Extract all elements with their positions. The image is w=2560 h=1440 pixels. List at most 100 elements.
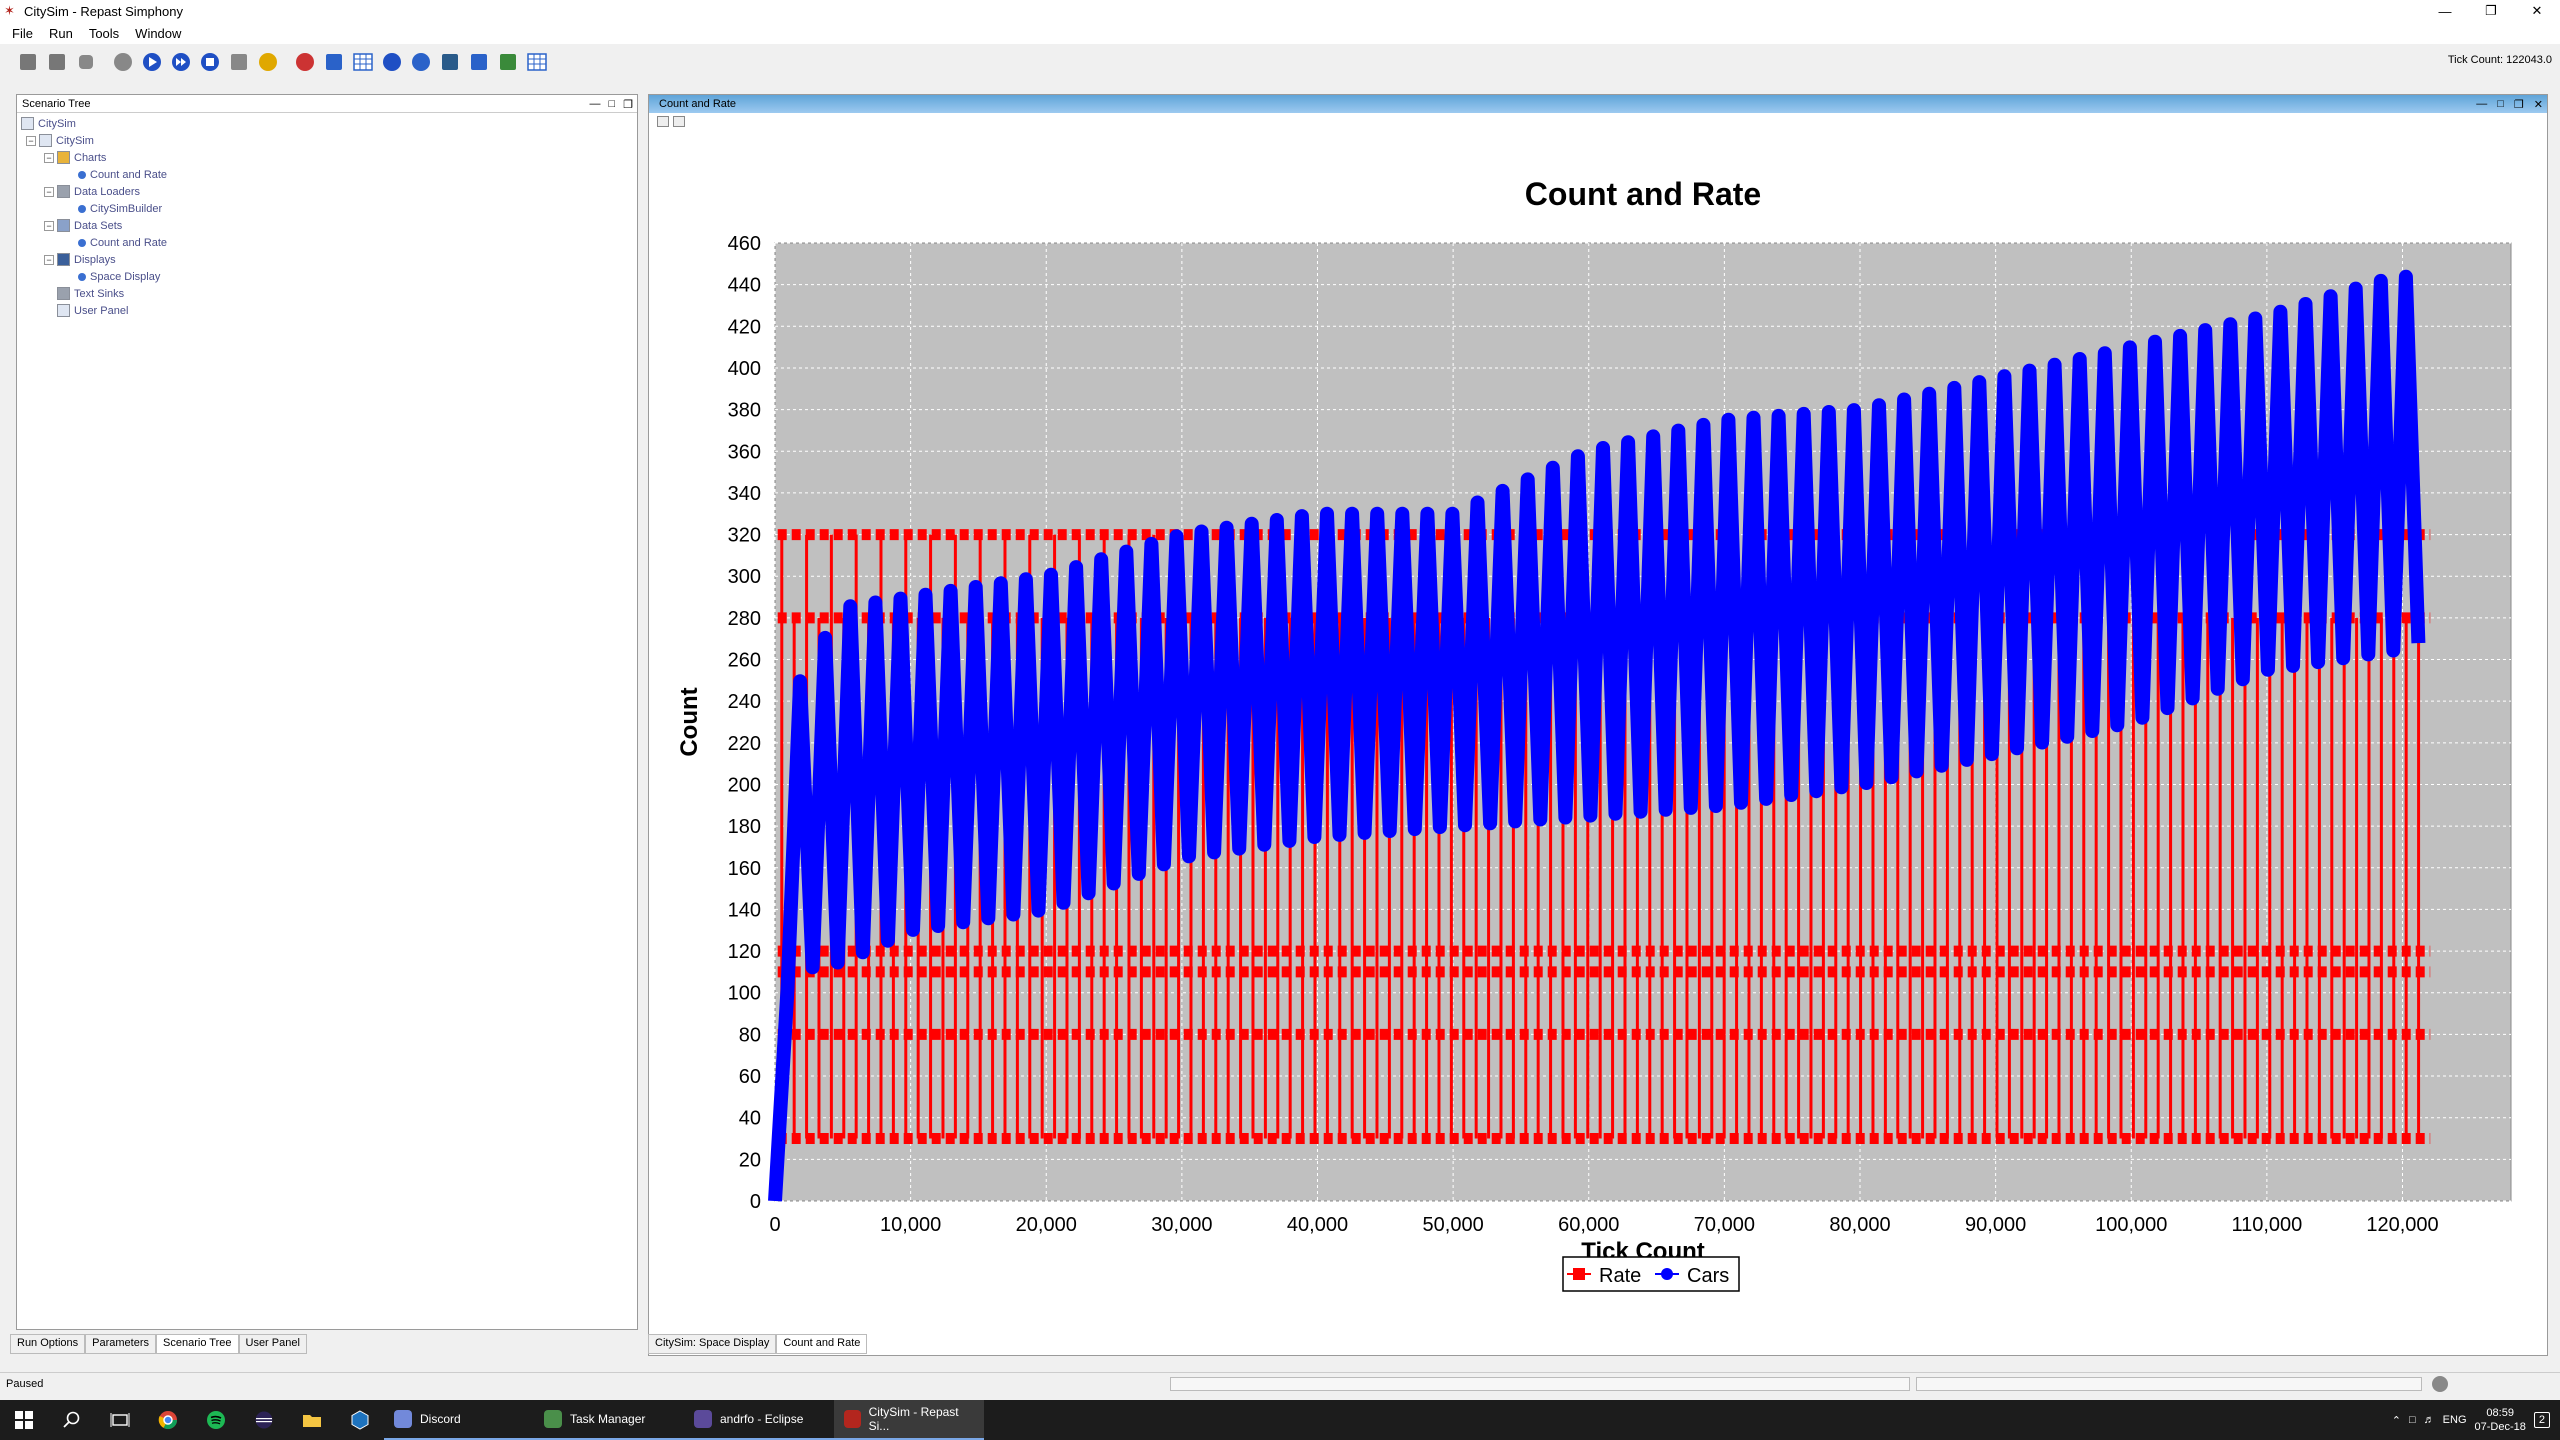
- panel-minimize-icon[interactable]: —: [589, 98, 601, 110]
- tree-item[interactable]: Space Display: [17, 268, 637, 285]
- x-tick-label: 80,000: [1829, 1214, 1890, 1236]
- y-tick-label: 380: [728, 400, 761, 422]
- tree-item[interactable]: CitySimBuilder: [17, 200, 637, 217]
- virtualbox-icon[interactable]: [336, 1400, 384, 1440]
- menu-tools[interactable]: Tools: [88, 25, 120, 41]
- save-all-icon[interactable]: [45, 50, 69, 74]
- tree-collapse-icon[interactable]: −: [44, 152, 54, 163]
- app-icon: [844, 1410, 861, 1428]
- map-icon[interactable]: [438, 50, 462, 74]
- chart-export-icon[interactable]: [673, 115, 685, 127]
- spotify-icon[interactable]: [192, 1400, 240, 1440]
- globe-icon[interactable]: [409, 50, 433, 74]
- tray-chevron-icon[interactable]: ⌃: [2391, 1414, 2402, 1427]
- tree-item[interactable]: − Displays: [17, 251, 637, 268]
- taskbar-app-label: Discord: [420, 1412, 461, 1426]
- chart-panel-title: Count and Rate: [659, 98, 737, 110]
- tab-run-options[interactable]: Run Options: [10, 1334, 86, 1354]
- picture-icon[interactable]: [496, 50, 520, 74]
- tab-count-and-rate[interactable]: Count and Rate: [776, 1334, 868, 1354]
- taskbar-app[interactable]: andrfo - Eclipse: [684, 1400, 834, 1440]
- chart-panel: Count and Rate — □ ❐ ✕ Count and Rate 0 20…: [648, 94, 2548, 1356]
- search-icon[interactable]: [467, 50, 491, 74]
- save-icon[interactable]: [16, 50, 40, 74]
- menu-run[interactable]: Run: [48, 25, 73, 41]
- x-tick-label: 30,000: [1151, 1214, 1212, 1236]
- chart-maximize-icon[interactable]: □: [2497, 98, 2504, 110]
- minimize-button[interactable]: —: [2438, 3, 2452, 19]
- menu-file[interactable]: File: [12, 25, 33, 41]
- tree-item[interactable]: User Panel: [17, 302, 637, 319]
- dot-node-icon: [78, 272, 86, 281]
- menu-window[interactable]: Window: [135, 25, 182, 41]
- clock[interactable]: 08:59 07-Dec-18: [2475, 1406, 2526, 1434]
- tree-item[interactable]: Text Sinks: [17, 285, 637, 302]
- tab-parameters[interactable]: Parameters: [85, 1334, 157, 1354]
- play-icon[interactable]: [140, 50, 164, 74]
- database-icon[interactable]: [74, 50, 98, 74]
- left-tab-strip: Run Options Parameters Scenario Tree User P…: [10, 1334, 307, 1354]
- tree-collapse-icon[interactable]: −: [26, 135, 36, 146]
- tab-scenario-tree[interactable]: Scenario Tree: [156, 1334, 239, 1354]
- taskbar-app[interactable]: Task Manager: [534, 1400, 684, 1440]
- y-tick-label: 340: [728, 483, 761, 505]
- tree-collapse-icon[interactable]: −: [44, 186, 54, 197]
- chart-panel-header: Count and Rate — □ ❐ ✕: [649, 95, 2547, 113]
- y-tick-label: 100: [728, 983, 761, 1005]
- initialize-icon[interactable]: [111, 50, 135, 74]
- tree-item-label: CitySimBuilder: [90, 202, 163, 215]
- taskbar-app[interactable]: CitySim - Repast Si...: [834, 1400, 984, 1440]
- layout-icon[interactable]: [525, 50, 549, 74]
- x-tick-label: 120,000: [2366, 1214, 2438, 1236]
- volume-icon[interactable]: ♬: [2423, 1414, 2435, 1426]
- y-tick-label: 360: [728, 441, 761, 463]
- panel-float-icon[interactable]: ❐: [623, 98, 633, 111]
- status-field: [1170, 1377, 1910, 1391]
- reset-icon[interactable]: [227, 50, 251, 74]
- eclipse-icon[interactable]: [240, 1400, 288, 1440]
- tree-item[interactable]: − CitySim: [17, 132, 637, 149]
- notification-icon[interactable]: 2: [2533, 1412, 2550, 1428]
- list-icon[interactable]: [380, 50, 404, 74]
- chart-minimize-icon[interactable]: —: [2476, 98, 2488, 110]
- tree-item[interactable]: − Charts: [17, 149, 637, 166]
- legend-cars-label: Cars: [1687, 1265, 1729, 1287]
- task-view-icon[interactable]: [96, 1400, 144, 1440]
- x-tick-label: 50,000: [1423, 1214, 1484, 1236]
- file-explorer-icon[interactable]: [288, 1400, 336, 1440]
- restore-button[interactable]: ❐: [2485, 3, 2497, 18]
- search-icon[interactable]: [48, 1400, 96, 1440]
- chart-icon[interactable]: [322, 50, 346, 74]
- tab-citysim-space-display[interactable]: CitySim: Space Display: [648, 1334, 777, 1354]
- tick-count-readout: Tick Count: 122043.0: [2447, 54, 2552, 66]
- y-tick-label: 400: [728, 358, 761, 380]
- stop-icon[interactable]: [198, 50, 222, 74]
- doc-node-icon: [21, 117, 34, 130]
- chart-close-icon[interactable]: ✕: [2533, 98, 2543, 111]
- panel-maximize-icon[interactable]: □: [608, 98, 616, 110]
- table-icon[interactable]: [351, 50, 375, 74]
- app-icon: [394, 1410, 412, 1428]
- tree-item[interactable]: − Data Sets: [17, 217, 637, 234]
- chart-float-icon[interactable]: ❐: [2513, 98, 2524, 111]
- chrome-icon[interactable]: [144, 1400, 192, 1440]
- start-icon[interactable]: [0, 1400, 48, 1440]
- sink-node-icon: [57, 287, 70, 300]
- tree-collapse-icon[interactable]: −: [44, 220, 54, 231]
- refresh-icon[interactable]: [293, 50, 317, 74]
- network-icon[interactable]: □: [2409, 1414, 2416, 1426]
- chart-properties-icon[interactable]: [657, 115, 669, 127]
- world-icon[interactable]: [256, 50, 280, 74]
- tree-item[interactable]: Count and Rate: [17, 234, 637, 251]
- taskbar-app[interactable]: Discord: [384, 1400, 534, 1440]
- tree-collapse-icon[interactable]: −: [44, 254, 54, 265]
- language-indicator[interactable]: ENG: [2442, 1414, 2467, 1426]
- dataset-node-icon: [57, 219, 70, 232]
- tree-item[interactable]: − Data Loaders: [17, 183, 637, 200]
- close-button[interactable]: ✕: [2531, 3, 2543, 18]
- tree-item[interactable]: Count and Rate: [17, 166, 637, 183]
- y-tick-label: 120: [728, 941, 761, 963]
- tree-item[interactable]: CitySim: [17, 115, 637, 132]
- tab-user-panel[interactable]: User Panel: [238, 1334, 307, 1354]
- step-icon[interactable]: [169, 50, 193, 74]
